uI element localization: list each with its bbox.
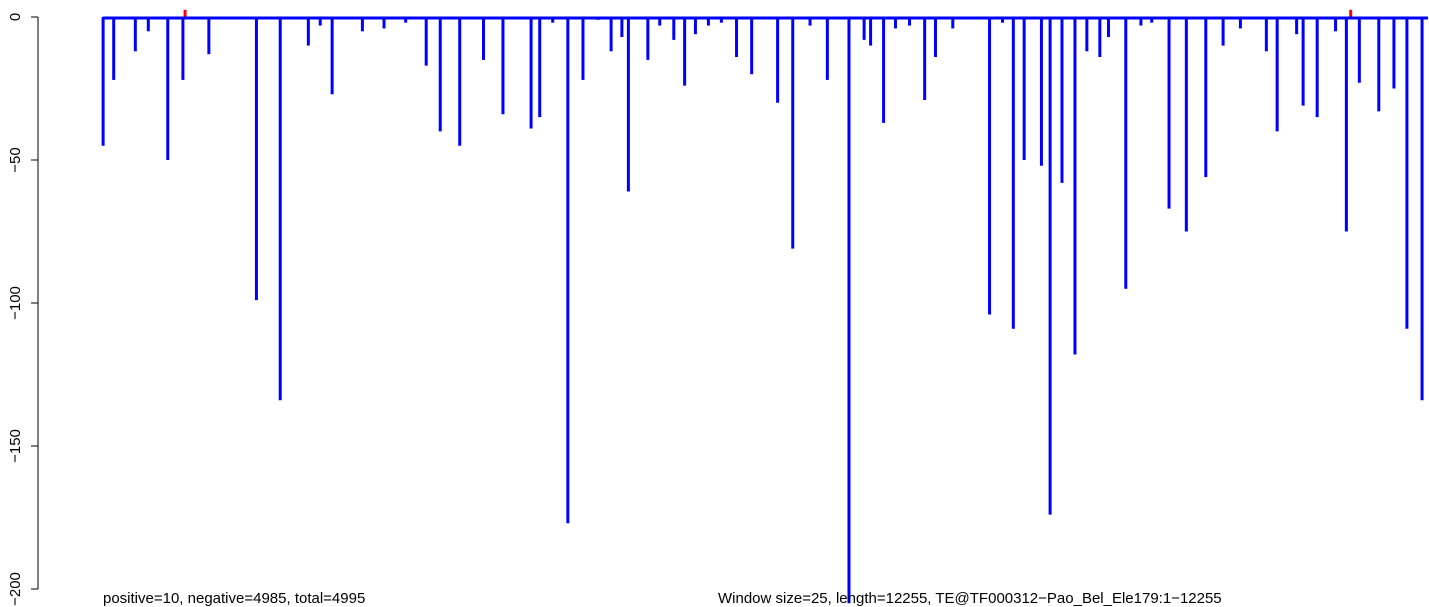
negative-bars	[101, 17, 1424, 604]
y-tick-label: −50	[7, 147, 24, 172]
annotation-window: Window size=25, length=12255, TE@TF00031…	[718, 590, 1222, 607]
y-tick-label: 0	[7, 13, 24, 21]
y-tick-label: −150	[7, 429, 24, 463]
y-axis: 0 −50 −100 −150 −200	[7, 13, 39, 606]
annotation-counts: positive=10, negative=4985, total=4995	[103, 590, 365, 607]
y-tick-label: −200	[7, 572, 24, 606]
positive-bars	[183, 9, 1353, 17]
y-tick-label: −100	[7, 286, 24, 320]
